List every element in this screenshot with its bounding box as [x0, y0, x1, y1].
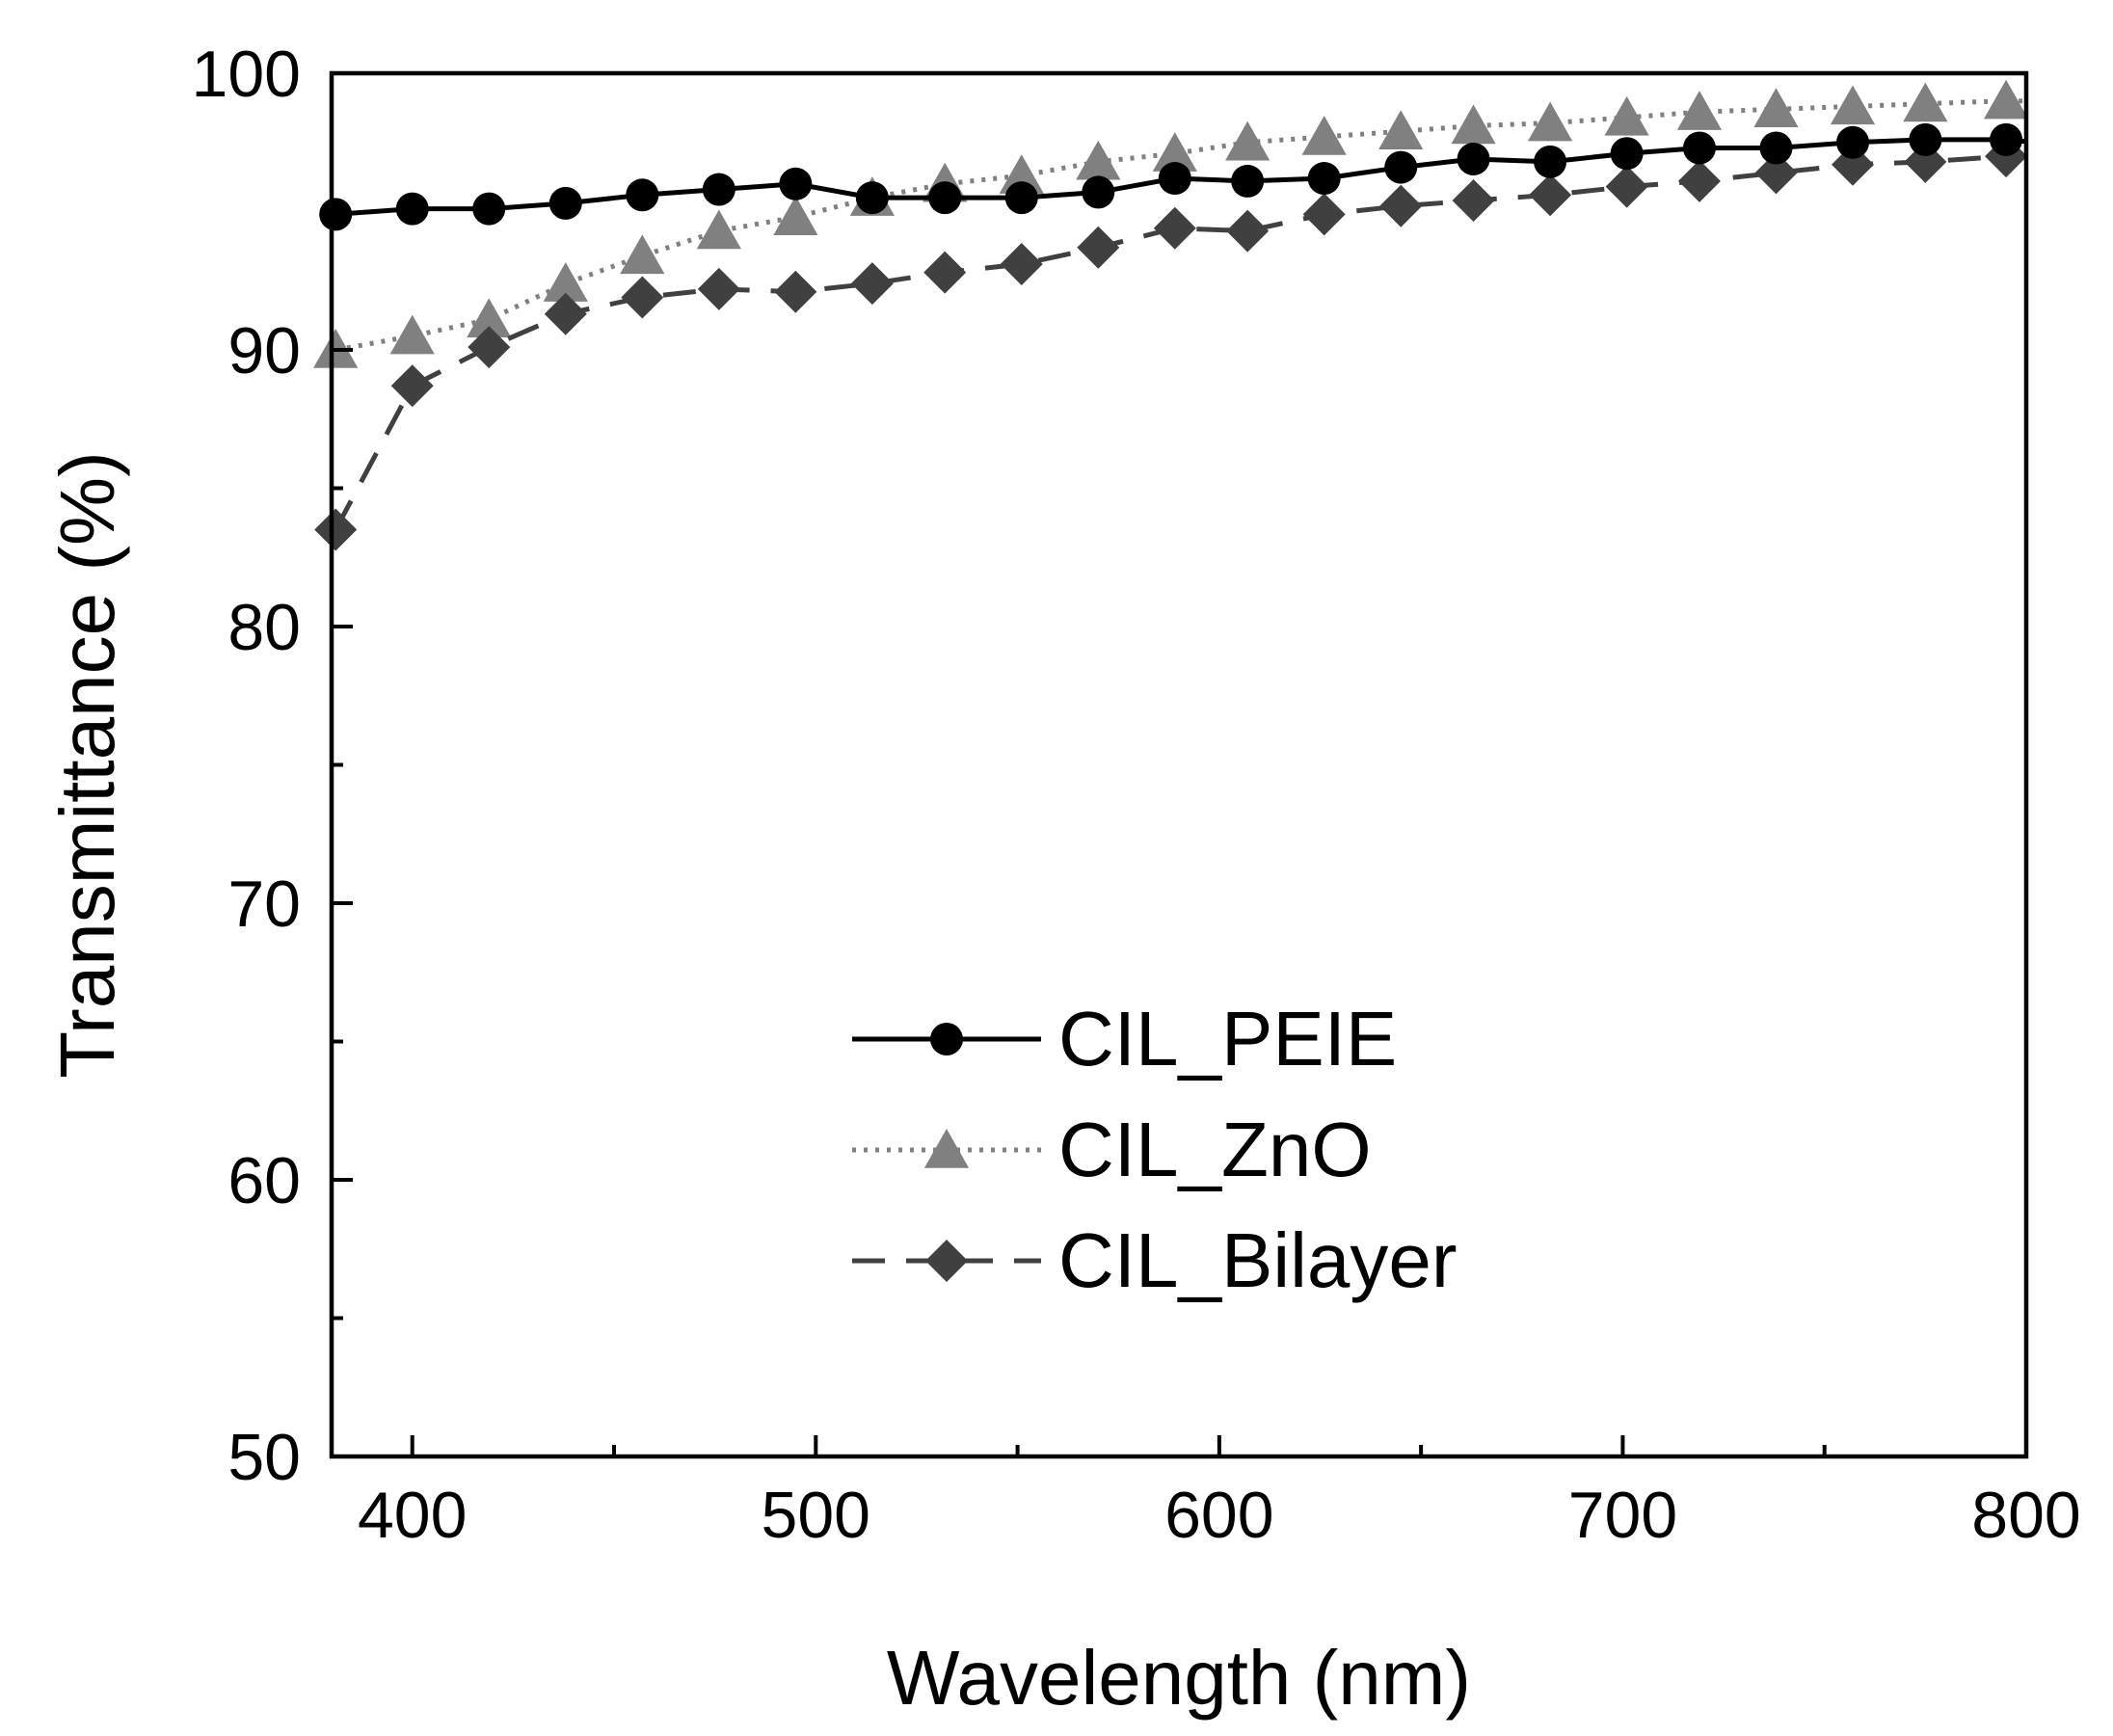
y-tick-label: 70	[227, 868, 301, 941]
data-point-marker	[389, 314, 435, 355]
data-point-marker	[1077, 226, 1120, 269]
data-point-marker	[1903, 82, 1948, 122]
y-tick-label: 50	[227, 1421, 301, 1494]
data-point-marker	[1990, 122, 2023, 156]
data-point-marker	[1307, 162, 1341, 196]
y-tick-label: 90	[227, 314, 301, 387]
x-axis-label: Wavelength (nm)	[887, 1635, 1471, 1721]
data-point-marker	[548, 186, 582, 220]
x-axis-ticks: 400 500 600 700 800	[358, 1435, 2081, 1552]
data-point-marker	[1527, 101, 1573, 142]
data-point-marker	[1384, 150, 1418, 184]
data-point-marker	[1302, 193, 1346, 236]
data-point-marker	[1004, 181, 1038, 215]
legend-item: CIL_Bilayer	[852, 1217, 1458, 1303]
data-point-marker	[928, 181, 962, 215]
data-point-marker	[1225, 120, 1270, 161]
data-point-marker	[319, 198, 353, 231]
data-point-marker	[855, 181, 889, 215]
data-point-marker	[702, 173, 736, 206]
data-point-marker	[1152, 132, 1197, 172]
series-line	[334, 98, 2026, 353]
y-axis-label: Transmittance (%)	[44, 451, 130, 1079]
data-point-marker	[1682, 131, 1716, 165]
data-point-marker	[1378, 110, 1424, 149]
data-point-marker	[1754, 151, 1798, 195]
data-point-marker	[472, 192, 506, 226]
data-point-marker	[774, 270, 817, 313]
data-point-marker	[850, 262, 894, 306]
data-point-marker	[1529, 174, 1572, 217]
legend: CIL_PEIE CIL_ZnO CIL_Bilayer	[852, 996, 1458, 1303]
data-point-marker	[1451, 104, 1496, 145]
x-tick-label: 800	[1971, 1479, 2080, 1552]
legend-label: CIL_PEIE	[1058, 996, 1397, 1082]
y-tick-label: 100	[192, 38, 301, 111]
data-point-marker	[779, 167, 813, 200]
legend-label: CIL_ZnO	[1058, 1107, 1372, 1192]
data-point-marker	[1000, 243, 1043, 286]
legend-label: CIL_Bilayer	[1058, 1217, 1458, 1303]
data-point-marker	[1909, 122, 1942, 156]
data-point-marker	[1457, 142, 1490, 175]
legend-item: CIL_ZnO	[852, 1107, 1372, 1192]
data-point-marker	[621, 276, 664, 319]
data-point-marker	[1082, 175, 1115, 209]
data-point-marker	[1301, 116, 1347, 155]
data-point-marker	[1830, 85, 1876, 125]
data-point-marker	[1379, 184, 1423, 227]
series-cil-zno	[313, 79, 2029, 368]
data-point-marker	[395, 192, 429, 226]
data-point-marker	[1605, 165, 1648, 208]
x-tick-label: 600	[1164, 1479, 1273, 1552]
y-tick-label: 80	[227, 591, 301, 664]
data-point-marker	[390, 364, 434, 408]
data-point-marker	[1534, 145, 1567, 178]
legend-item: CIL_PEIE	[852, 996, 1397, 1082]
data-point-marker	[1158, 162, 1191, 196]
data-point-marker	[697, 267, 740, 310]
data-point-marker	[1604, 95, 1649, 136]
data-point-marker	[773, 196, 818, 235]
axes: 400 500 600 700 800 50 60 70 80 90 100 Wavelength…	[44, 38, 2081, 1721]
data-point-marker	[1076, 140, 1121, 180]
data-point-marker	[1153, 206, 1196, 250]
plot-area	[313, 79, 2029, 551]
data-point-marker	[999, 154, 1044, 194]
data-point-marker	[923, 251, 967, 294]
series-cil-peie	[319, 122, 2027, 231]
data-point-marker	[1610, 137, 1644, 171]
data-point-marker	[626, 178, 659, 212]
data-point-marker	[1231, 164, 1265, 198]
x-tick-label: 700	[1568, 1479, 1677, 1552]
data-point-marker	[1452, 179, 1495, 223]
data-point-marker	[467, 298, 512, 338]
data-point-marker	[1226, 209, 1270, 253]
legend-marker	[925, 1240, 968, 1282]
data-point-marker	[314, 508, 358, 551]
data-point-marker	[1836, 125, 1870, 159]
legend-marker	[930, 1023, 963, 1055]
data-point-marker	[1983, 79, 2029, 120]
x-tick-label: 500	[762, 1479, 870, 1552]
data-point-marker	[620, 234, 665, 275]
data-point-marker	[1676, 91, 1723, 130]
data-point-marker	[468, 326, 511, 369]
y-axis-ticks: 50 60 70 80 90 100	[192, 38, 353, 1494]
x-tick-label: 400	[358, 1479, 467, 1552]
data-point-marker	[696, 209, 741, 250]
data-point-marker	[543, 262, 588, 302]
data-point-marker	[1753, 88, 1799, 128]
legend-marker	[923, 1129, 970, 1168]
data-point-marker	[1677, 159, 1721, 202]
y-tick-label: 60	[227, 1144, 301, 1217]
data-point-marker	[544, 292, 587, 335]
data-point-marker	[1759, 131, 1793, 165]
